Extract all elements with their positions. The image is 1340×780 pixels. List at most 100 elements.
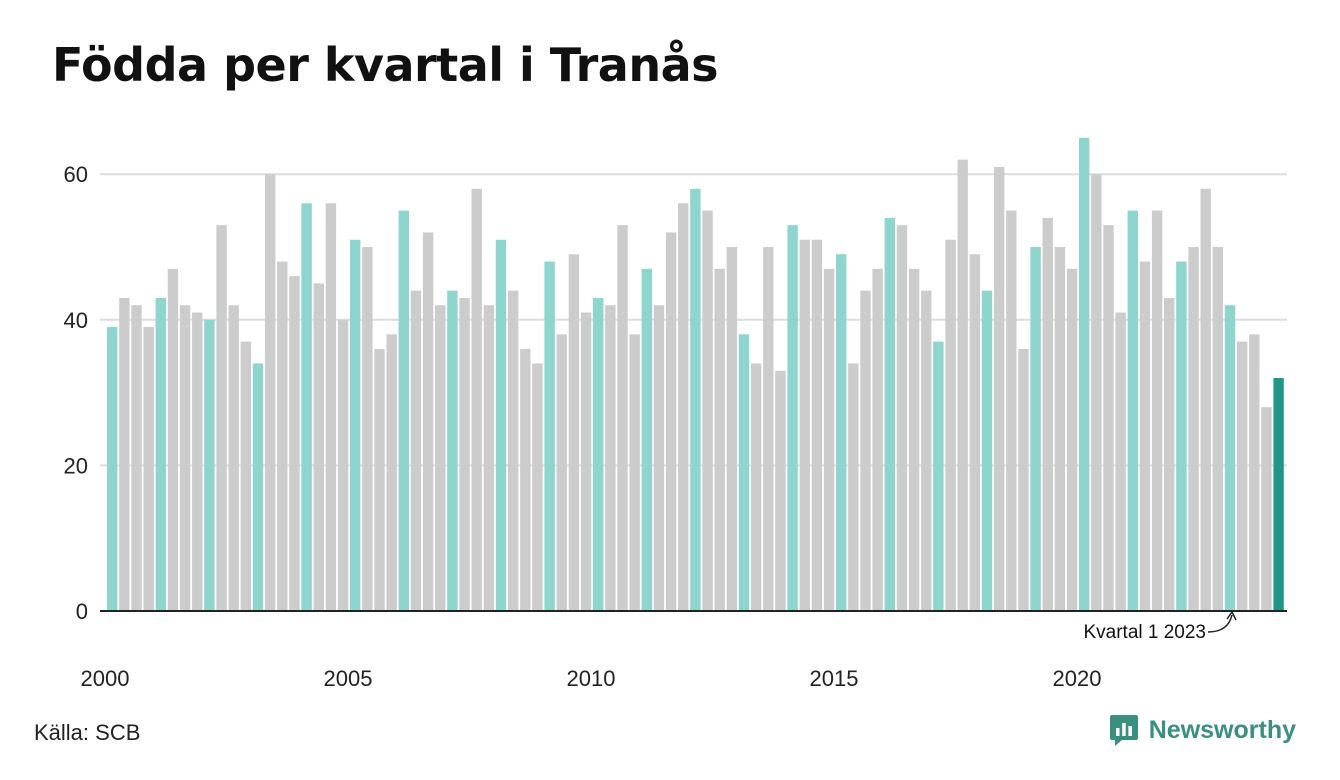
bar <box>1054 247 1066 611</box>
bar <box>799 239 810 611</box>
bar <box>179 305 191 611</box>
bar <box>252 363 264 611</box>
bar <box>289 276 300 611</box>
x-tick-label: 2000 <box>81 666 130 691</box>
bar <box>410 290 422 611</box>
bar <box>1249 334 1260 611</box>
bar <box>690 188 701 611</box>
bar <box>860 290 871 611</box>
y-axis-ticks: 0 20 40 60 <box>64 162 88 624</box>
x-tick-label: 2020 <box>1053 666 1102 691</box>
bar <box>629 334 640 611</box>
bar <box>107 327 118 611</box>
source-label: Källa: SCB <box>34 720 141 745</box>
bar <box>750 363 762 611</box>
bar <box>1079 137 1090 612</box>
bar <box>811 239 823 611</box>
bar <box>1066 268 1078 611</box>
bar <box>738 334 750 611</box>
bar <box>763 247 774 611</box>
bar <box>204 319 215 611</box>
bar <box>155 297 166 611</box>
bar <box>119 297 130 611</box>
bar <box>665 232 677 611</box>
bar <box>1127 210 1138 611</box>
bar <box>593 297 604 611</box>
bar <box>945 239 956 611</box>
bar <box>787 225 798 611</box>
bar <box>216 225 227 611</box>
bar <box>240 341 252 611</box>
bar <box>702 210 713 611</box>
bar <box>374 348 385 611</box>
bar <box>1151 210 1163 611</box>
bar <box>726 247 738 611</box>
bar <box>143 327 154 611</box>
bar <box>981 290 993 611</box>
bar <box>556 334 567 611</box>
bar <box>1018 348 1029 611</box>
y-tick-label: 20 <box>64 453 88 478</box>
bar <box>580 312 592 611</box>
bar <box>714 268 725 611</box>
bar <box>1261 407 1272 611</box>
bar <box>1030 247 1041 611</box>
bar <box>1091 174 1102 611</box>
bar <box>325 203 337 611</box>
bar <box>350 239 361 611</box>
bar <box>1200 188 1211 611</box>
bar <box>228 305 239 611</box>
bar <box>471 188 482 611</box>
bar <box>1103 225 1114 611</box>
bar <box>362 247 373 611</box>
bar <box>1176 261 1187 611</box>
bar <box>775 370 786 611</box>
bar <box>836 254 847 611</box>
bar <box>1139 261 1151 611</box>
y-tick-label: 0 <box>76 599 88 624</box>
bar <box>313 283 324 611</box>
annotation-arrow <box>1207 614 1233 633</box>
x-axis-ticks: 2000 2005 2010 2015 2020 <box>81 666 1102 691</box>
bar <box>264 174 276 611</box>
bar <box>1115 312 1126 611</box>
bar <box>896 225 908 611</box>
bar <box>520 348 531 611</box>
x-tick-label: 2015 <box>810 666 859 691</box>
bar <box>641 268 652 611</box>
bar <box>678 203 689 611</box>
bar <box>1224 305 1236 611</box>
brand-logo[interactable]: Newsworthy <box>1109 713 1296 747</box>
bar <box>921 290 932 611</box>
bar <box>969 254 981 611</box>
bar <box>884 217 895 611</box>
bar <box>957 159 968 611</box>
bar <box>544 261 555 611</box>
bar <box>1164 297 1175 611</box>
bar <box>872 268 883 611</box>
x-tick-label: 2010 <box>567 666 616 691</box>
bar <box>192 312 203 611</box>
chart-title: Födda per kvartal i Tranås <box>52 38 719 92</box>
bar-chart: 0 20 40 60 2000 2005 2010 2015 2020 Kvartal 1 2… <box>64 137 1287 691</box>
annotation-label: Kvartal 1 2023 <box>1083 622 1206 643</box>
bar <box>435 305 446 611</box>
bar <box>398 210 409 611</box>
bar <box>568 254 580 611</box>
bar <box>1273 378 1284 611</box>
bar <box>459 297 470 611</box>
bar <box>167 268 179 611</box>
bar <box>848 363 859 611</box>
bar <box>617 225 628 611</box>
y-tick-label: 40 <box>64 308 88 333</box>
bar <box>507 290 519 611</box>
bar <box>1188 247 1199 611</box>
bar <box>532 363 543 611</box>
bar <box>933 341 944 611</box>
bar <box>605 305 616 611</box>
brand-name: Newsworthy <box>1148 715 1296 744</box>
x-tick-label: 2005 <box>324 666 373 691</box>
bar <box>422 232 434 611</box>
bar <box>1042 217 1053 611</box>
bar <box>386 334 397 611</box>
